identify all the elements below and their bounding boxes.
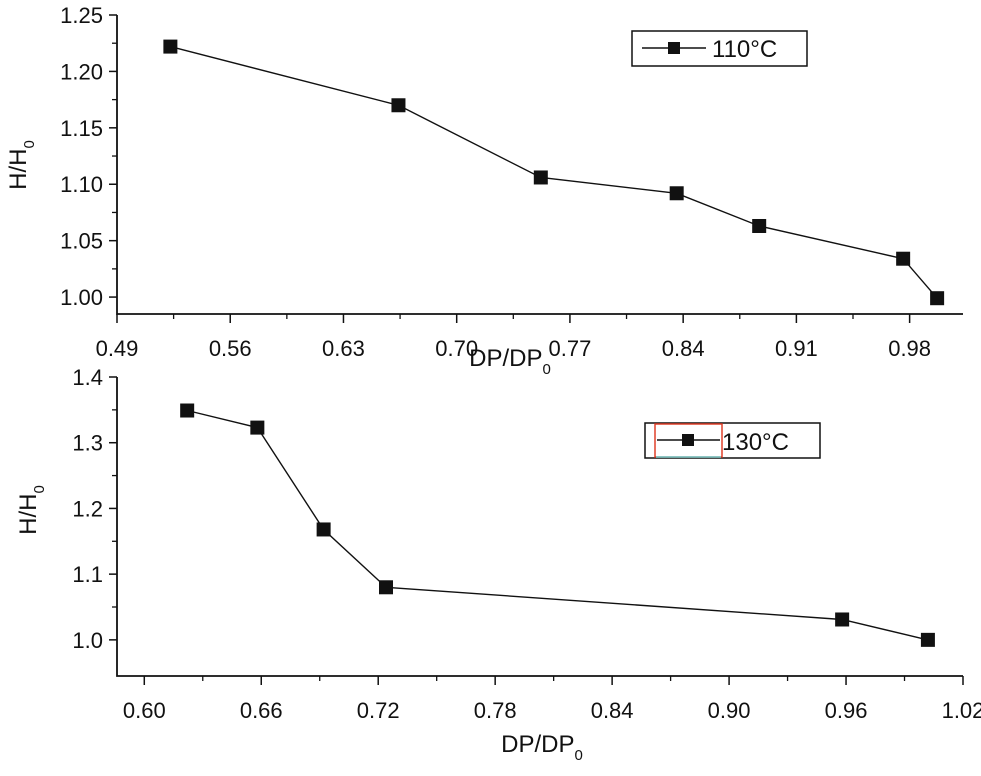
data-point xyxy=(835,612,850,627)
data-point xyxy=(930,291,945,306)
series-line xyxy=(170,45,938,299)
data-point xyxy=(163,39,178,54)
y-tick-label: 1.3 xyxy=(72,431,103,456)
x-axis-label-main: DP/DP xyxy=(501,731,574,758)
y-axis-label-sub: 0 xyxy=(21,140,38,148)
x-tick-label: 0.49 xyxy=(96,336,139,361)
tick-marks-top xyxy=(109,14,911,323)
tick-labels-bottom: 0.60 0.66 0.72 0.78 0.84 0.90 0.96 1.02 1.0 1.1 1.… xyxy=(72,365,981,723)
series-line xyxy=(187,409,929,641)
x-tick-label: 0.90 xyxy=(708,698,751,723)
tick-marks-bottom xyxy=(109,376,964,685)
x-tick-label: 0.70 xyxy=(435,336,478,361)
x-tick-label: 0.66 xyxy=(240,698,283,723)
y-tick-label: 1.1 xyxy=(72,562,103,587)
data-point xyxy=(896,251,911,266)
y-tick-label: 1.10 xyxy=(60,172,103,197)
legend-marker xyxy=(668,42,680,54)
y-tick-label: 1.05 xyxy=(60,229,103,254)
panel-bottom: 0.60 0.66 0.72 0.78 0.84 0.90 0.96 1.02 1.0 1.1 1.… xyxy=(15,365,981,764)
legend-top: 110°C xyxy=(631,30,808,67)
y-tick-label: 1.20 xyxy=(60,59,103,84)
y-axis-label-bottom: H/H0 xyxy=(15,485,48,535)
x-tick-label: 0.98 xyxy=(888,336,931,361)
legend-bottom: 130°C xyxy=(644,422,821,459)
x-tick-label: 0.84 xyxy=(662,336,705,361)
data-point xyxy=(669,186,684,201)
data-point xyxy=(752,218,767,233)
y-tick-label: 1.15 xyxy=(60,116,103,141)
x-tick-label: 0.96 xyxy=(825,698,868,723)
data-point xyxy=(379,580,394,595)
x-tick-label: 0.72 xyxy=(357,698,400,723)
x-axis-label-bottom: DP/DP0 xyxy=(501,731,583,764)
legend-label: 130°C xyxy=(722,429,789,456)
x-tick-label: 1.02 xyxy=(942,698,981,723)
series-130 xyxy=(180,403,935,647)
data-point xyxy=(180,403,195,418)
x-tick-label: 0.78 xyxy=(474,698,517,723)
data-point xyxy=(920,632,935,647)
y-axis-label-main: H/H xyxy=(15,494,42,535)
axes-frame-top xyxy=(116,15,963,315)
x-axis-label-top: DP/DP0 xyxy=(469,345,551,378)
y-tick-label: 1.25 xyxy=(60,3,103,28)
data-point xyxy=(316,522,331,537)
x-tick-label: 0.63 xyxy=(322,336,365,361)
series-110 xyxy=(163,39,945,306)
axes-frame-bottom xyxy=(116,377,963,677)
y-tick-label: 1.4 xyxy=(72,365,103,390)
x-tick-label: 0.77 xyxy=(549,336,592,361)
x-axis-label-main: DP/DP xyxy=(469,345,542,372)
x-axis-label-sub: 0 xyxy=(575,747,583,764)
legend-label: 110°C xyxy=(712,36,777,63)
x-tick-label: 0.60 xyxy=(123,698,166,723)
y-tick-label: 1.0 xyxy=(72,628,103,653)
y-axis-label-main: H/H xyxy=(5,149,32,190)
y-axis-label-top: H/H0 xyxy=(5,140,38,190)
x-axis-label-sub: 0 xyxy=(543,361,551,378)
legend-marker xyxy=(682,434,694,446)
data-point xyxy=(533,170,548,185)
y-tick-label: 1.00 xyxy=(60,285,103,310)
x-tick-label: 0.84 xyxy=(591,698,634,723)
x-tick-label: 0.91 xyxy=(775,336,818,361)
y-tick-label: 1.2 xyxy=(72,496,103,521)
x-tick-label: 0.56 xyxy=(209,336,252,361)
data-point xyxy=(250,420,265,435)
tick-labels-top: 0.49 0.56 0.63 0.70 0.77 0.84 0.91 0.98 1.00 1.05… xyxy=(60,3,931,361)
panel-top: 0.49 0.56 0.63 0.70 0.77 0.84 0.91 0.98 1.00 1.05… xyxy=(5,3,963,378)
data-point xyxy=(391,98,406,113)
y-axis-label-sub: 0 xyxy=(31,485,48,493)
